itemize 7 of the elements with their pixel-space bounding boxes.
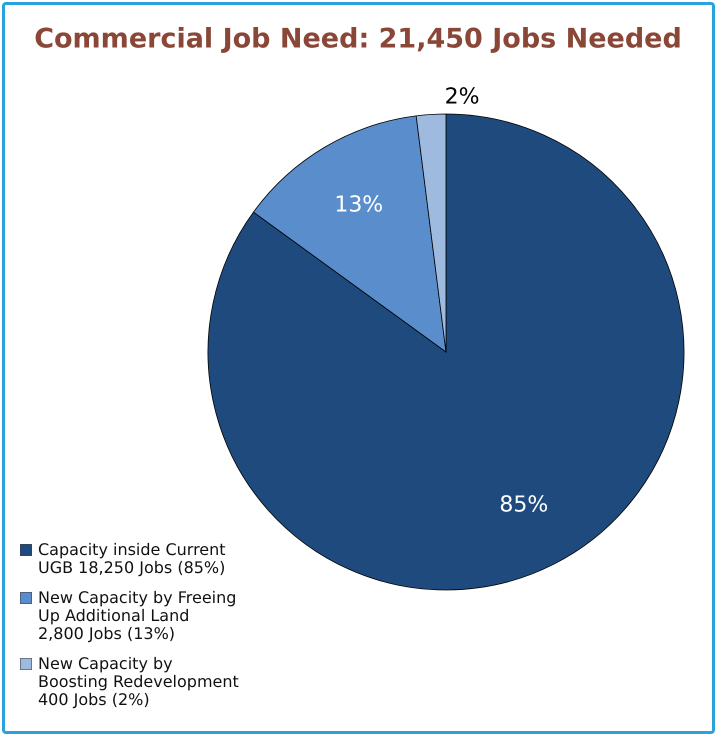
legend-label: New Capacity by Boosting Redevelopment 400 Jobs (2%) [38, 654, 239, 709]
chart-title: Commercial Job Need: 21,450 Jobs Needed [34, 24, 682, 55]
data-label: 13% [334, 192, 384, 218]
legend-label: Capacity inside Current UGB 18,250 Jobs (85%) [38, 540, 226, 577]
legend-label: New Capacity by Freeing Up Additional Land 2,800 Jobs (13%) [38, 588, 236, 643]
data-label: 85% [499, 492, 548, 518]
data-label: 2% [444, 84, 480, 110]
